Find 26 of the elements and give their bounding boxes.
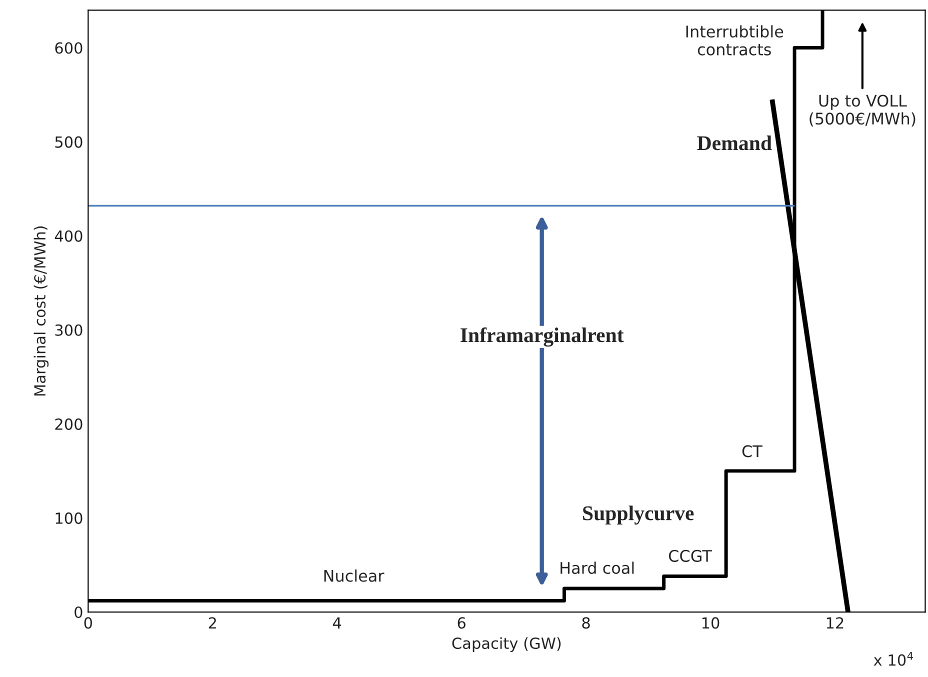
y-tick-label: 600: [55, 42, 82, 54]
x-tick-label: 10: [702, 617, 720, 629]
annotation: Hard coal: [560, 562, 634, 574]
y-tick-label: 0: [74, 606, 82, 618]
y-tick-label: 100: [56, 512, 82, 524]
y-axis-title: Marginal cost (€/MWh): [34, 226, 49, 396]
x-tick-label: 12: [826, 617, 844, 628]
annotation: Inframarginalrent: [460, 327, 624, 347]
annotation: Interrubtible contracts: [686, 25, 784, 56]
annotation: Nuclear: [324, 569, 384, 582]
y-tick-label: 500: [55, 136, 82, 148]
x-tick-label: 0: [84, 617, 92, 629]
y-tick-label: 400: [54, 230, 82, 242]
y-tick-label: 300: [55, 324, 82, 336]
x-tick-label: 2: [208, 617, 216, 628]
annotation: Supplycurve: [583, 506, 694, 525]
annotation: Demand: [697, 136, 772, 150]
y-tick-label: 200: [55, 418, 82, 430]
text: x 10$^{4}$: [874, 652, 913, 666]
annotation: Up to VOLL (5000€/MWh): [810, 94, 916, 127]
x-tick-label: 4: [332, 617, 342, 628]
annotation: CCGT: [668, 550, 712, 562]
x-tick-label: 8: [582, 617, 590, 629]
x-tick-label: 6: [458, 617, 466, 629]
annotation: CT: [742, 445, 762, 458]
x-axis-title: Capacity (GW): [452, 637, 561, 652]
